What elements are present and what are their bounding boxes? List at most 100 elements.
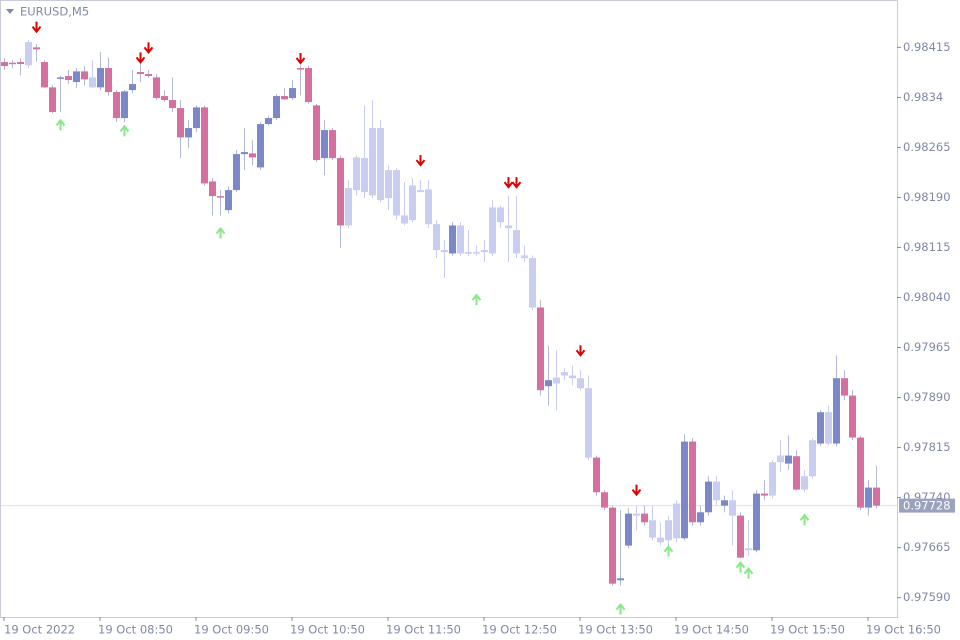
y-tick-label: 0.97890 xyxy=(903,390,951,404)
candle-body xyxy=(609,507,616,584)
candle-body xyxy=(553,377,560,384)
candle-body xyxy=(161,96,168,101)
y-tick-label: 0.97815 xyxy=(903,440,951,454)
candle-body xyxy=(185,128,192,138)
sell-arrow xyxy=(511,177,522,189)
candle-body xyxy=(257,124,264,168)
candle-body xyxy=(289,88,296,99)
candle-body xyxy=(561,372,568,376)
candle-body xyxy=(377,128,384,201)
candle-body xyxy=(529,258,536,308)
candle-body xyxy=(697,512,704,523)
candle-body xyxy=(153,77,160,99)
candle-body xyxy=(281,96,288,100)
candle-body xyxy=(425,189,432,225)
candle-body xyxy=(721,500,728,506)
candle-body xyxy=(249,153,256,158)
candle-body xyxy=(457,225,464,254)
candle-body xyxy=(841,378,848,396)
candle-body xyxy=(857,437,864,508)
candle-body xyxy=(785,455,792,464)
candle-body xyxy=(361,158,368,193)
candle-body xyxy=(417,190,424,193)
candle-body xyxy=(385,170,392,199)
candle-body xyxy=(217,196,224,198)
candle-body xyxy=(193,107,200,129)
candle-body xyxy=(793,456,800,490)
sell-arrow xyxy=(415,155,426,167)
candle-body xyxy=(273,96,280,119)
candle-body xyxy=(585,388,592,458)
y-tick-label: 0.98415 xyxy=(903,40,951,54)
current-price-box xyxy=(899,498,955,513)
candle-body xyxy=(225,190,232,211)
candle-body xyxy=(673,503,680,539)
candle-body xyxy=(569,375,576,379)
sell-arrow xyxy=(295,53,306,65)
candle-body xyxy=(369,128,376,196)
candle-body xyxy=(145,74,152,77)
x-tick-label: 19 Oct 12:50 xyxy=(482,623,557,637)
candle-body xyxy=(849,395,856,438)
buy-arrow xyxy=(735,561,746,573)
candle-body xyxy=(113,92,120,119)
x-tick-label: 19 Oct 08:50 xyxy=(98,623,173,637)
x-tick-label: 19 Oct 14:50 xyxy=(674,623,749,637)
title-icon xyxy=(6,9,14,14)
x-tick-label: 19 Oct 13:50 xyxy=(578,623,653,637)
buy-arrow xyxy=(119,124,130,137)
candle-body xyxy=(241,152,248,155)
candle-body xyxy=(481,250,488,253)
candle-body xyxy=(873,487,880,506)
buy-arrow xyxy=(663,545,674,557)
buy-arrow xyxy=(471,293,482,306)
candle-body xyxy=(9,62,16,65)
candle-body xyxy=(137,72,144,75)
buy-arrow xyxy=(615,603,626,615)
candle-body xyxy=(209,181,216,197)
candle-body xyxy=(713,481,720,501)
candle-body xyxy=(465,252,472,254)
candle-body xyxy=(297,68,304,70)
sell-arrow xyxy=(575,345,586,357)
candle-body xyxy=(729,500,736,516)
candle-body xyxy=(489,207,496,254)
candle-body xyxy=(505,225,512,229)
candle-body xyxy=(513,230,520,254)
chart-title: EURUSD,M5 xyxy=(20,5,89,19)
candle-body xyxy=(201,107,208,184)
candle-body xyxy=(313,105,320,161)
y-tick-label: 0.98115 xyxy=(903,240,951,254)
candle-body xyxy=(633,513,640,516)
y-tick-label: 0.97590 xyxy=(903,590,951,604)
candle-body xyxy=(49,87,56,113)
candle-body xyxy=(753,493,760,551)
candle-body xyxy=(441,250,448,253)
candle-body xyxy=(689,441,696,523)
candle-body xyxy=(233,154,240,191)
candle-body xyxy=(337,158,344,226)
candle-body xyxy=(329,130,336,159)
sell-arrow xyxy=(143,42,154,54)
y-tick-label: 0.98190 xyxy=(903,190,951,204)
candle-body xyxy=(593,457,600,493)
candle-body xyxy=(73,71,80,83)
candle-body xyxy=(17,62,24,65)
candle-body xyxy=(865,487,872,508)
candle-body xyxy=(641,513,648,523)
sell-arrow xyxy=(503,177,514,189)
candle-body xyxy=(129,84,136,91)
buy-arrow xyxy=(799,513,810,526)
candle-body xyxy=(745,548,752,551)
candle-body xyxy=(761,493,768,496)
y-tick-label: 0.97965 xyxy=(903,340,951,354)
candle-body xyxy=(393,170,400,216)
candle-body xyxy=(473,252,480,254)
y-tick-label: 0.98265 xyxy=(903,140,951,154)
candle-body xyxy=(817,412,824,444)
candle-body xyxy=(657,537,664,543)
candle-body xyxy=(65,76,72,81)
candle-body xyxy=(777,455,784,463)
candle-body xyxy=(81,71,88,80)
